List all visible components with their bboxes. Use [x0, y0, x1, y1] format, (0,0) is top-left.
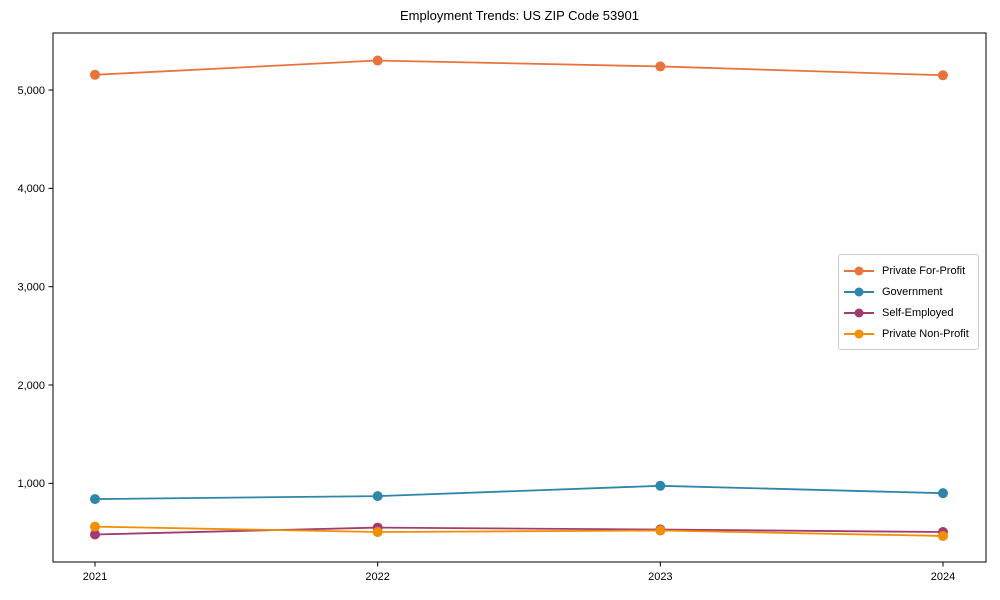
data-point — [372, 491, 383, 502]
data-point — [90, 521, 100, 532]
legend-line-marker-icon — [844, 287, 874, 296]
x-tick-label: 2021 — [83, 571, 107, 583]
y-tick-label: 3,000 — [17, 281, 45, 293]
data-point — [938, 530, 948, 541]
x-tick-label: 2024 — [931, 571, 955, 583]
y-tick-label: 1,000 — [17, 478, 45, 490]
data-point — [655, 61, 666, 72]
data-point — [372, 55, 383, 66]
y-tick-label: 5,000 — [17, 85, 45, 97]
x-tick-label: 2022 — [365, 571, 389, 583]
legend-item: Self-Employed — [844, 302, 972, 323]
legend-item: Private For-Profit — [844, 260, 972, 281]
x-tick-label: 2023 — [648, 571, 672, 583]
data-point — [90, 494, 100, 505]
legend-dot-icon — [854, 266, 864, 275]
data-point — [938, 488, 948, 499]
data-point — [655, 525, 666, 536]
axes-frame — [52, 32, 987, 563]
legend-dot-icon — [854, 287, 864, 296]
data-point — [90, 69, 100, 80]
series-line-self-employed — [94, 526, 944, 536]
chart-title: Employment Trends: US ZIP Code 53901 — [400, 8, 639, 23]
legend-item: Government — [844, 281, 972, 302]
data-point — [938, 70, 948, 81]
legend-label: Private For-Profit — [882, 264, 966, 277]
data-point — [90, 529, 100, 540]
y-tick-label: 4,000 — [17, 183, 45, 195]
legend-line-marker-icon — [844, 329, 874, 338]
legend-line-marker-icon — [844, 308, 874, 317]
legend-label: Self-Employed — [882, 306, 954, 319]
legend-dot-icon — [854, 308, 864, 317]
legend-item: Private Non-Profit — [844, 323, 972, 344]
legend-label: Government — [882, 285, 943, 298]
data-point — [655, 480, 666, 491]
series-line-government — [94, 484, 944, 500]
data-point — [372, 527, 383, 538]
series-line-private-for-profit — [94, 59, 944, 77]
legend: Private For-Profit Government Self-Employe… — [838, 254, 979, 350]
y-tick-label: 2,000 — [17, 380, 45, 392]
legend-dot-icon — [854, 329, 864, 338]
series-line-private-non-profit — [94, 525, 944, 537]
legend-label: Private Non-Profit — [882, 327, 969, 340]
legend-line-marker-icon — [844, 266, 874, 275]
